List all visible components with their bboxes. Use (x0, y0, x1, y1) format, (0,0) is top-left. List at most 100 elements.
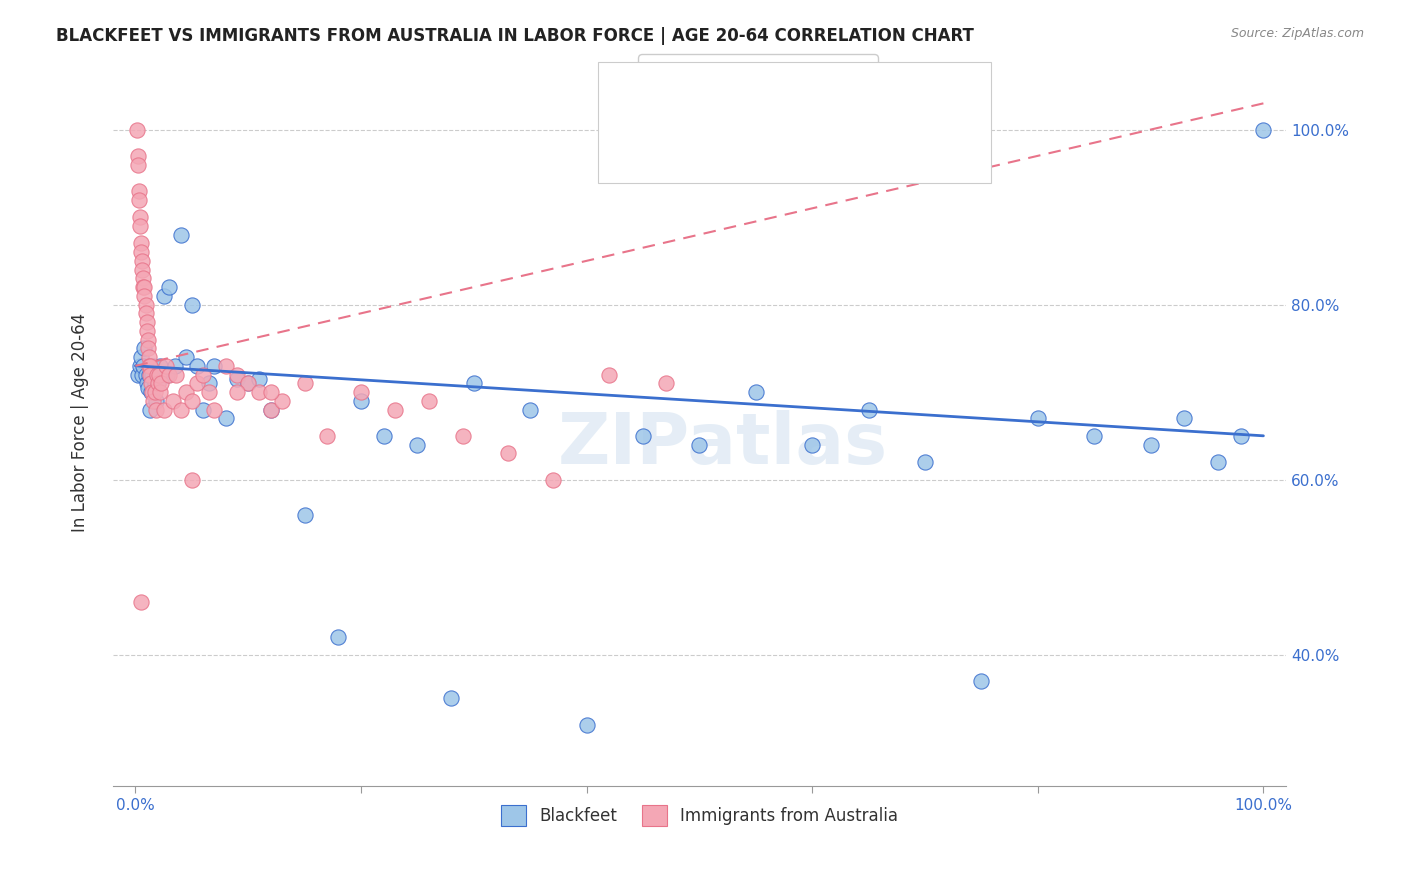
Point (271, 393, 294, 408)
Point (127, 368, 149, 382)
Point (141, 385, 163, 400)
Point (169, 227, 191, 242)
Point (129, 236, 152, 251)
Point (146, 376, 169, 391)
Text: BLACKFEET VS IMMIGRANTS FROM AUSTRALIA IN LABOR FORCE | AGE 20-64 CORRELATION CH: BLACKFEET VS IMMIGRANTS FROM AUSTRALIA I… (56, 27, 974, 45)
Point (152, 289, 174, 303)
Point (180, 393, 202, 408)
Point (150, 376, 173, 391)
Point (131, 253, 153, 268)
Point (143, 385, 166, 400)
Point (129, 350, 152, 364)
Point (260, 402, 283, 417)
Point (1173, 411, 1195, 425)
Point (1206, 455, 1229, 469)
Point (134, 289, 156, 303)
Point (132, 271, 155, 285)
Point (157, 280, 180, 294)
Point (163, 359, 186, 373)
Point (134, 280, 156, 294)
Point (186, 376, 208, 391)
Text: ZIPatlas: ZIPatlas (558, 410, 889, 479)
Point (139, 359, 162, 373)
Point (129, 210, 152, 224)
Point (214, 411, 236, 425)
Point (128, 193, 150, 207)
Point (1083, 429, 1105, 443)
Point (142, 359, 165, 373)
Point (249, 372, 271, 386)
Point (149, 385, 172, 400)
Point (970, 673, 993, 688)
Point (406, 437, 429, 451)
Point (226, 385, 249, 400)
Point (138, 350, 160, 364)
Point (165, 368, 187, 382)
Point (316, 429, 339, 443)
Point (260, 402, 283, 417)
Point (1026, 411, 1049, 425)
Point (138, 368, 160, 382)
Point (238, 376, 260, 391)
Point (136, 333, 159, 347)
Point (139, 368, 162, 382)
Point (136, 341, 159, 355)
Point (132, 280, 155, 294)
Point (598, 368, 620, 382)
Point (141, 376, 163, 391)
Point (186, 359, 208, 373)
Point (128, 184, 150, 198)
Point (139, 402, 162, 417)
Point (135, 297, 157, 311)
Point (180, 473, 202, 487)
Point (135, 376, 157, 391)
Point (135, 324, 157, 338)
Point (914, 455, 936, 469)
Point (180, 297, 202, 311)
Point (141, 385, 163, 400)
Point (858, 402, 880, 417)
Point (157, 368, 180, 382)
Point (418, 393, 440, 408)
Point (1230, 429, 1253, 443)
Point (125, 122, 148, 136)
Point (127, 158, 149, 172)
Point (129, 219, 152, 233)
Legend: Blackfeet, Immigrants from Australia: Blackfeet, Immigrants from Australia (491, 795, 908, 836)
Point (191, 368, 214, 382)
Point (146, 376, 169, 391)
Point (226, 368, 249, 382)
Point (496, 446, 519, 460)
Point (260, 385, 283, 400)
Point (202, 402, 225, 417)
Point (131, 368, 153, 382)
Point (688, 437, 710, 451)
Point (541, 473, 564, 487)
Point (350, 393, 373, 408)
Point (138, 359, 160, 373)
Point (152, 402, 174, 417)
Point (631, 429, 654, 443)
Point (131, 262, 153, 277)
Point (129, 245, 152, 260)
Point (294, 376, 316, 391)
Point (214, 359, 236, 373)
Point (145, 402, 167, 417)
Point (226, 372, 249, 386)
Point (519, 402, 541, 417)
Point (134, 341, 156, 355)
Point (174, 385, 197, 400)
Point (328, 630, 350, 644)
Point (1253, 122, 1275, 136)
Point (654, 376, 676, 391)
Point (440, 691, 463, 706)
Point (162, 393, 184, 408)
Point (238, 376, 260, 391)
Point (174, 350, 197, 364)
Point (745, 385, 768, 400)
Point (294, 508, 316, 522)
Point (135, 306, 157, 320)
Point (373, 429, 395, 443)
Point (384, 402, 406, 417)
Point (463, 376, 485, 391)
